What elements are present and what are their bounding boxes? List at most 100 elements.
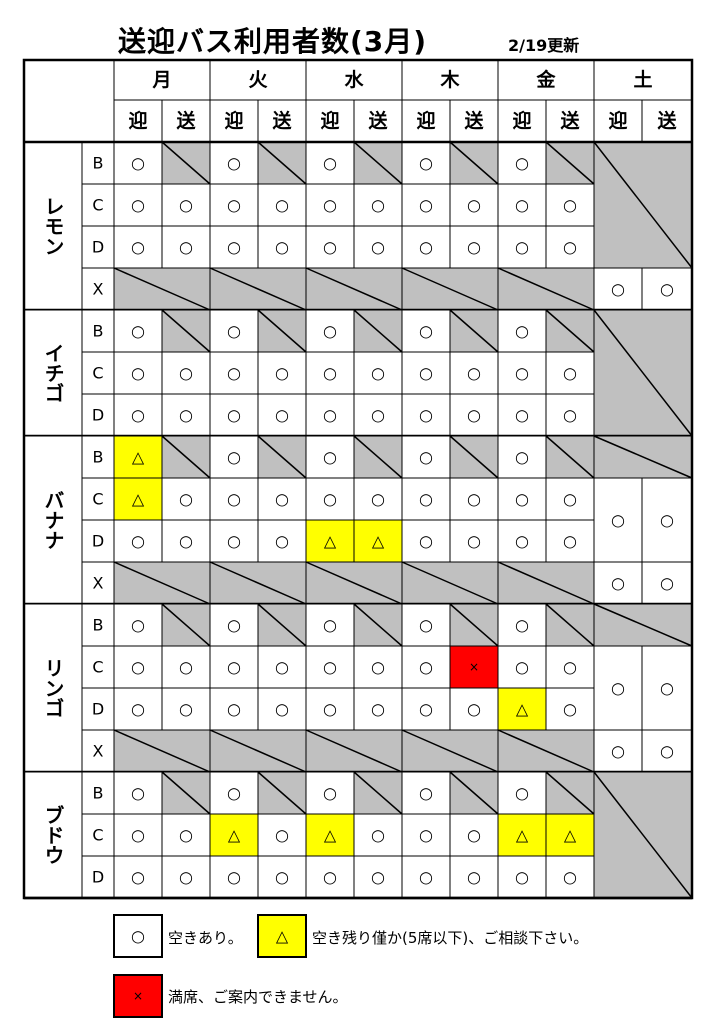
seat-cell-symbol: ○ (419, 490, 433, 509)
day-header-label: 金 (535, 68, 556, 91)
unavailable-cell-diagonal (497, 267, 595, 311)
seat-cell (497, 351, 547, 395)
seat-cell-symbol: ○ (371, 490, 385, 509)
seat-cell (113, 477, 163, 521)
seat-cell-symbol: ○ (467, 406, 481, 425)
group-name: イチゴ (41, 343, 65, 403)
seat-cell (449, 813, 499, 857)
row-label-cell (81, 351, 115, 395)
direction-header-label: 送 (176, 109, 196, 132)
seat-cell (401, 477, 451, 521)
legend-symbol: × (133, 989, 143, 1003)
row-label: B (93, 784, 104, 803)
seat-cell-symbol: △ (228, 826, 241, 845)
saturday-seat-cell-symbol: ○ (660, 742, 674, 761)
direction-header (497, 99, 547, 143)
unavailable-cell-diagonal (257, 603, 307, 647)
row-label: D (92, 532, 104, 551)
unavailable-cell-diagonal (353, 309, 403, 353)
seat-cell (401, 519, 451, 563)
seat-cell-symbol: ○ (179, 490, 193, 509)
seat-cell-symbol: ○ (371, 700, 385, 719)
legend-swatch (113, 974, 163, 1018)
seat-cell-symbol: ○ (323, 238, 337, 257)
row-label: D (92, 406, 104, 425)
seat-cell-symbol: ○ (275, 532, 289, 551)
saturday-seat-cell (641, 729, 693, 773)
seat-cell-symbol: ○ (467, 868, 481, 887)
seat-cell (257, 687, 307, 731)
unavailable-cell-diagonal (257, 309, 307, 353)
seat-cell-symbol: ○ (131, 700, 145, 719)
unavailable-cell-diagonal (497, 729, 595, 773)
seat-cell (401, 435, 451, 479)
seat-cell-symbol: ○ (131, 658, 145, 677)
day-header-label: 土 (633, 69, 652, 91)
seat-cell-symbol: ○ (419, 406, 433, 425)
seat-cell-symbol: ○ (227, 658, 241, 677)
seat-cell (305, 393, 355, 437)
seat-cell-symbol: ○ (227, 196, 241, 215)
seat-cell-symbol: △ (372, 532, 385, 551)
seat-cell (305, 855, 355, 899)
seat-cell-symbol: ○ (227, 700, 241, 719)
seat-cell (449, 351, 499, 395)
seat-cell (401, 225, 451, 269)
saturday-seat-cell (593, 267, 643, 311)
saturday-seat-cell-symbol: ○ (611, 511, 625, 530)
group-name: リンゴ (41, 658, 65, 718)
seat-cell (353, 855, 403, 899)
day-header-label: 月 (151, 69, 171, 91)
unavailable-cell-diagonal (353, 435, 403, 479)
seat-cell (401, 645, 451, 689)
seat-cell-symbol: ○ (275, 364, 289, 383)
seat-cell-symbol: ○ (227, 490, 241, 509)
seat-cell (545, 351, 595, 395)
row-label: B (93, 448, 104, 467)
saturday-seat-cell-symbol: ○ (611, 742, 625, 761)
row-label: C (92, 658, 103, 677)
seat-cell (113, 183, 163, 227)
seat-cell (401, 393, 451, 437)
seat-cell-symbol: △ (516, 826, 529, 845)
seat-cell (449, 855, 499, 899)
seat-cell-symbol: △ (516, 700, 529, 719)
unavailable-cell-diagonal (209, 561, 307, 605)
seat-cell-symbol: ○ (467, 364, 481, 383)
seat-cell-symbol: ○ (419, 784, 433, 803)
row-label: C (92, 364, 103, 383)
seat-cell (497, 645, 547, 689)
saturday-seat-cell-symbol: ○ (660, 574, 674, 593)
seat-cell (401, 813, 451, 857)
direction-header-label: 送 (272, 109, 292, 132)
seat-cell-symbol: ○ (131, 784, 145, 803)
seat-cell-symbol: ○ (323, 364, 337, 383)
seat-cell (497, 603, 547, 647)
seat-cell (497, 435, 547, 479)
group-label-cell (23, 603, 83, 773)
seat-cell (161, 687, 211, 731)
seat-cell-symbol: ○ (179, 658, 193, 677)
seat-cell (353, 813, 403, 857)
seat-cell-symbol: ○ (323, 700, 337, 719)
seat-cell-symbol: ○ (179, 364, 193, 383)
seat-cell-symbol: ○ (275, 658, 289, 677)
seat-cell-symbol: ○ (323, 154, 337, 173)
seat-cell-symbol: ○ (179, 868, 193, 887)
seat-cell-symbol: ○ (275, 196, 289, 215)
seat-cell-symbol: ○ (563, 868, 577, 887)
unavailable-cell-diagonal (161, 603, 211, 647)
seat-cell-symbol: ○ (227, 868, 241, 887)
saturday-seat-cell-symbol: ○ (611, 280, 625, 299)
row-label-cell (81, 561, 115, 605)
direction-header-label: 送 (464, 109, 484, 132)
group-name: レモン (41, 196, 65, 256)
seat-cell-symbol: ○ (227, 364, 241, 383)
unavailable-cell-diagonal (305, 561, 403, 605)
direction-header-label: 迎 (416, 109, 435, 132)
seat-cell-symbol: ○ (515, 868, 529, 887)
seat-cell-symbol: × (469, 660, 479, 674)
direction-header (593, 99, 643, 143)
seat-cell-symbol: ○ (419, 448, 433, 467)
row-label: D (92, 868, 104, 887)
